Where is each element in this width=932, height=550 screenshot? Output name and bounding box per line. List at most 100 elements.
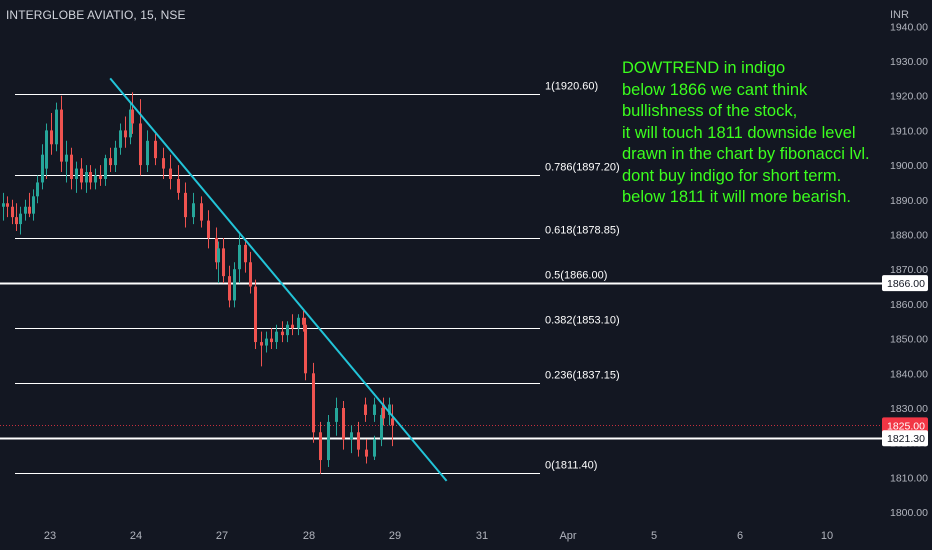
trendline [109,77,448,482]
time-tick-label: 10 [821,530,833,542]
annotation-text[interactable]: DOWTREND in indigo below 1866 we cant th… [622,58,870,209]
candle-body [36,182,39,197]
candle-body [357,432,360,450]
candle-body [85,172,88,183]
candle-body [154,140,157,159]
candle-body [373,404,376,415]
candle-body [11,206,14,218]
candle-body [15,217,18,225]
candle-body [217,248,220,263]
annotation-line: it will touch 1811 downside level [622,123,856,142]
candle-body [94,175,97,183]
time-tick-label: 5 [651,530,657,542]
price-tick-label: 1940.00 [890,21,928,33]
price-tick-label: 1810.00 [890,472,928,484]
fib-level-label: 0(1811.40) [545,460,597,472]
price-tick-label: 1930.00 [890,56,928,68]
level-badge-1821: 1821.30 [887,433,925,445]
candle-body [19,213,22,225]
time-tick-label: 31 [476,530,488,542]
annotation-line: DOWTREND in indigo [622,59,786,77]
fib-level-label: 0.618(1878.85) [545,225,620,237]
candle-body [162,158,165,169]
fib-level-label: 0.786(1897.20) [545,162,620,174]
fib-level-label: 1(1920.60) [545,81,598,93]
candle-body [249,262,252,287]
candle-body [297,317,300,329]
candle-body [373,439,376,457]
candle-body [124,130,127,138]
candle-body [114,147,117,166]
level-badge-1866-bg [882,275,928,292]
time-tick-label: 23 [44,530,56,542]
price-tick-label: 1870.00 [890,264,928,276]
candle-body [99,175,102,179]
candle-body [222,248,225,277]
time-tick-label: 6 [737,530,743,542]
candle-body [139,123,142,166]
time-tick-label: Apr [559,530,576,542]
candlestick-series [2,92,394,474]
price-tick-label: 1850.00 [890,334,928,346]
candle-body [2,203,5,207]
price-tick-label: 1920.00 [890,91,928,103]
candle-body [350,432,353,440]
fib-level-label: 0.236(1837.15) [545,370,620,382]
candle-body [89,172,92,183]
fibonacci-retracement[interactable]: 1(1920.60) 0.786(1897.20) 0.618(1878.85) 0.… [0,81,882,474]
candle-body [24,206,27,214]
currency-label: INR [890,9,909,21]
price-axis-panel [882,0,932,550]
annotation-line: below 1811 it will more bearish. [622,188,851,206]
price-tick-label: 1800.00 [890,507,928,519]
candle-body [233,269,236,301]
candle-body [200,203,203,221]
candle-body [215,237,218,263]
candle-body [28,206,31,214]
candle-body [131,109,134,124]
candle-body [45,130,48,169]
candle-body [312,373,315,433]
last-price-badge: 1825.00 [887,420,925,432]
level-badge-1866: 1866.00 [887,278,925,290]
candle-body [238,244,241,270]
time-tick-label: 29 [389,530,401,542]
symbol-title: INTERGLOBE AVIATIO, 15, NSE [6,8,186,22]
candle-body [192,203,195,218]
candle-body [184,192,187,218]
price-tick-label: 1880.00 [890,230,928,242]
candle-body [228,276,231,301]
candle-body [365,449,368,457]
candle-body [335,408,338,422]
price-tick-label: 1890.00 [890,195,928,207]
level-badge-1821-bg [882,430,928,447]
time-tick-label: 24 [130,530,142,542]
candle-body [119,130,122,148]
price-tick-label: 1860.00 [890,299,928,311]
candle-body [327,421,330,461]
price-tick-label: 1900.00 [890,160,928,172]
candle-body [207,220,210,238]
time-tick-label: 28 [303,530,315,542]
candle-body [65,154,68,162]
candle-body [146,140,149,166]
fib-level-label: 0.5(1866.00) [545,270,607,282]
candle-body [177,178,180,193]
candle-body [129,109,132,138]
price-tick-label: 1840.00 [890,368,928,380]
candle-body [388,404,391,415]
candle-body [380,414,383,440]
candle-body [80,168,83,183]
candle-body [6,203,9,207]
candle-body [382,404,385,419]
candle-body [32,196,35,214]
trendline-layer[interactable] [109,77,448,482]
candle-body [104,158,107,179]
axes: INR1800.001810.001820.001830.001840.0018… [44,0,932,550]
price-tick-label: 1830.00 [890,403,928,415]
candle-body [304,324,307,374]
candle-body [281,331,284,336]
candle-body [244,244,247,263]
